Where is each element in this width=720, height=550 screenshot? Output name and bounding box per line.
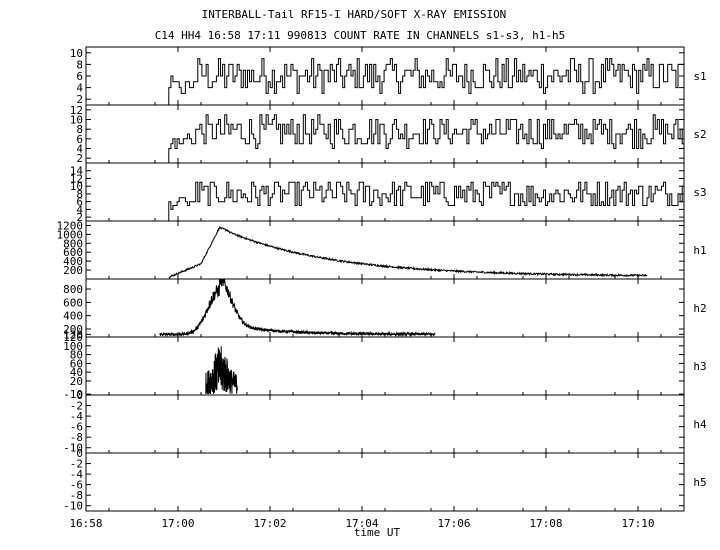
y-tick-label: 120	[63, 331, 83, 344]
y-tick-label: -10	[63, 388, 83, 401]
series-h2	[159, 278, 436, 338]
channel-label-h5: h5	[693, 476, 706, 489]
y-tick-label: 100	[63, 340, 83, 353]
series-s2	[168, 114, 684, 163]
chart-subtitle: C14 HH4 16:58 17:11 990813 COUNT RATE IN…	[155, 29, 566, 42]
y-tick-label: -10	[63, 442, 83, 455]
y-tick-label: 4	[76, 203, 83, 216]
y-tick-label: 1000	[57, 228, 84, 241]
x-tick-label: 17:08	[529, 517, 562, 530]
y-tick-label: 1200	[57, 219, 84, 232]
y-tick-label: 0	[76, 447, 83, 460]
x-tick-label: 17:10	[621, 517, 654, 530]
y-tick-label: 6	[76, 133, 83, 146]
y-tick-label: 4	[76, 82, 83, 95]
y-tick-label: 12	[70, 172, 83, 185]
channel-label-h4: h4	[693, 418, 707, 431]
y-tick-label: 10	[70, 114, 83, 127]
panel-frame	[85, 336, 685, 396]
panel-frame	[85, 220, 685, 280]
y-tick-label: 40	[70, 366, 83, 379]
channel-label-h1: h1	[693, 244, 706, 257]
y-tick-label: -4	[70, 468, 84, 481]
x-tick-label: 17:04	[345, 517, 378, 530]
y-tick-label: -10	[63, 500, 83, 513]
y-tick-label: 800	[63, 283, 83, 296]
panel-frame	[85, 46, 685, 106]
panel-frame	[85, 278, 685, 338]
y-tick-label: 12	[70, 104, 83, 117]
x-tick-label: 16:58	[69, 517, 102, 530]
series-s3	[168, 181, 684, 221]
y-tick-label: 4	[76, 143, 83, 156]
y-tick-label: 14	[70, 165, 84, 178]
y-tick-label: 0	[76, 389, 83, 402]
y-tick-label: 8	[76, 188, 83, 201]
channel-label-s2: s2	[693, 128, 706, 141]
x-axis: 16:58 17:00 17:02 17:04 17:06 17:08 17:10	[69, 517, 654, 530]
y-tick-label: -6	[70, 479, 83, 492]
x-tick-label: 17:02	[253, 517, 286, 530]
y-tick-label: -8	[70, 489, 83, 502]
x-tick-label: 17:00	[161, 517, 194, 530]
x-tick-label: 17:06	[437, 517, 470, 530]
x-axis-label: time UT	[354, 526, 401, 539]
y-tick-label: -2	[70, 458, 83, 471]
panel-frame	[85, 394, 685, 454]
y-tick-label: 10	[70, 47, 83, 60]
y-tick-label: 8	[76, 58, 83, 71]
y-tick-label: 10	[70, 180, 83, 193]
y-tick-label: -4	[70, 410, 84, 423]
y-tick-label: 8	[76, 123, 83, 136]
series-h3	[205, 346, 238, 395]
series-h1	[168, 225, 648, 279]
y-tick-label: 2	[76, 93, 83, 106]
channel-label-h3: h3	[693, 360, 706, 373]
channel-label-h2: h2	[693, 302, 706, 315]
y-tick-label: 80	[70, 349, 83, 362]
y-tick-label: 2	[76, 152, 83, 165]
y-tick-label: 800	[63, 237, 83, 250]
y-tick-label: 6	[76, 196, 83, 209]
channel-label-s1: s1	[693, 70, 706, 83]
panel-frame	[85, 452, 685, 512]
y-tick-label: -8	[70, 431, 83, 444]
y-tick-label: 600	[63, 296, 83, 309]
y-tick-label: 400	[63, 310, 83, 323]
y-tick-label: 2	[76, 211, 83, 224]
panels-group: 246810s124681012s22468101214s32004006008…	[57, 46, 707, 513]
series-s1	[168, 58, 684, 105]
y-tick-label: 600	[63, 246, 83, 259]
panel-frame	[85, 162, 685, 222]
panel-h5: -10-8-6-4-20 h5	[63, 447, 707, 513]
y-tick-label: 400	[63, 255, 83, 268]
chart-title: INTERBALL-Tail RF15-I HARD/SOFT X-RAY EM…	[202, 8, 507, 21]
channel-label-s3: s3	[693, 186, 706, 199]
y-tick-label: 20	[70, 375, 83, 388]
y-tick-label: 200	[63, 264, 83, 277]
y-tick-label: 120	[63, 328, 83, 341]
y-tick-label: 60	[70, 357, 83, 370]
y-tick-label: -2	[70, 400, 83, 413]
y-tick-label: 6	[76, 70, 83, 83]
y-tick-label: -6	[70, 421, 83, 434]
y-tick-label: 200	[63, 323, 83, 336]
